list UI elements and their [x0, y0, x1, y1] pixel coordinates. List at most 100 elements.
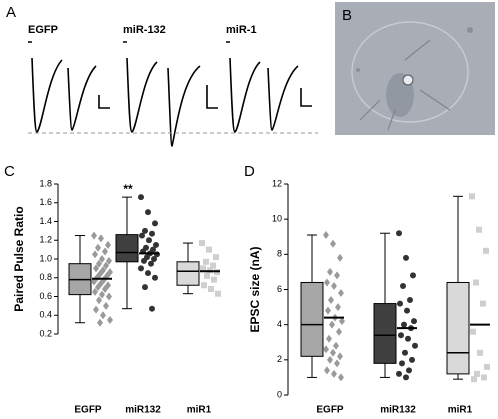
point [469, 193, 475, 200]
point [470, 328, 476, 335]
point [329, 320, 335, 329]
y-tick-label: 2 [277, 354, 282, 364]
point [105, 240, 111, 249]
point [208, 286, 214, 292]
point [92, 250, 98, 259]
point [334, 271, 340, 280]
point [142, 284, 148, 291]
point [399, 360, 405, 367]
box [446, 281, 470, 375]
point [337, 253, 343, 262]
point [152, 274, 158, 281]
point [152, 220, 158, 227]
point [471, 376, 477, 383]
point [327, 355, 333, 364]
y-tick-label: 0.6 [39, 291, 52, 301]
point [405, 335, 411, 342]
point [328, 296, 334, 305]
point [141, 257, 147, 264]
point [204, 272, 210, 279]
point [96, 259, 102, 268]
point [396, 230, 402, 237]
point [211, 276, 217, 283]
point [402, 349, 408, 356]
y-tick-label: 1.0 [39, 253, 52, 263]
point [410, 272, 416, 279]
point [481, 374, 487, 381]
point [138, 194, 144, 201]
y-tick-label: 8 [277, 249, 282, 259]
point [403, 254, 409, 261]
point [406, 367, 412, 374]
annotation: ** [123, 182, 133, 196]
point [145, 209, 151, 216]
point [91, 231, 97, 240]
box [176, 261, 200, 286]
y-tick-label: 12 [272, 178, 282, 188]
point [138, 265, 144, 272]
point [398, 332, 404, 339]
trace-label: EGFP [28, 24, 58, 36]
point [473, 279, 479, 286]
point [145, 270, 151, 277]
point [199, 240, 205, 247]
point [96, 296, 102, 305]
point [334, 359, 340, 368]
point [337, 352, 343, 361]
y-axis-label: Paired Pulse Ratio [12, 206, 26, 311]
point [330, 239, 336, 248]
point [327, 267, 333, 276]
point [483, 247, 489, 254]
y-tick-label: 1.2 [39, 235, 52, 245]
point [400, 282, 406, 289]
point [97, 318, 103, 327]
x-tick-label: miR1 [187, 405, 212, 416]
point [95, 243, 101, 252]
point [331, 281, 337, 290]
point [411, 318, 417, 325]
panel-label: D [244, 163, 255, 180]
point [99, 290, 105, 299]
point [412, 342, 418, 349]
y-tick-label: 4 [277, 319, 282, 329]
x-tick-label: miR132 [380, 405, 416, 416]
point [326, 334, 332, 343]
point [203, 258, 209, 265]
point [103, 301, 109, 310]
y-tick-label: 6 [277, 284, 282, 294]
point [474, 370, 480, 377]
y-tick-label: 0.4 [39, 310, 52, 320]
point [338, 373, 344, 382]
point [153, 241, 159, 248]
point [476, 226, 482, 233]
point [330, 348, 336, 357]
point [93, 264, 99, 273]
point [403, 374, 409, 381]
point [146, 237, 152, 244]
point [102, 285, 108, 293]
point [102, 247, 108, 256]
panel-label: C [4, 163, 15, 180]
box [300, 281, 324, 357]
point [339, 317, 345, 326]
point [333, 341, 339, 350]
box [115, 234, 139, 263]
point [98, 234, 104, 243]
point [325, 306, 331, 315]
point [396, 370, 402, 377]
point [93, 305, 99, 314]
y-tick-label: 1.4 [39, 216, 52, 226]
point [331, 369, 337, 378]
point [335, 303, 341, 312]
point [100, 311, 106, 320]
trace-label: miR-132 [123, 24, 166, 36]
box [373, 303, 397, 364]
point [407, 297, 413, 304]
point [142, 227, 148, 234]
point [149, 230, 155, 237]
point [409, 356, 415, 363]
point [201, 282, 207, 289]
point [338, 289, 344, 298]
point [213, 254, 219, 261]
